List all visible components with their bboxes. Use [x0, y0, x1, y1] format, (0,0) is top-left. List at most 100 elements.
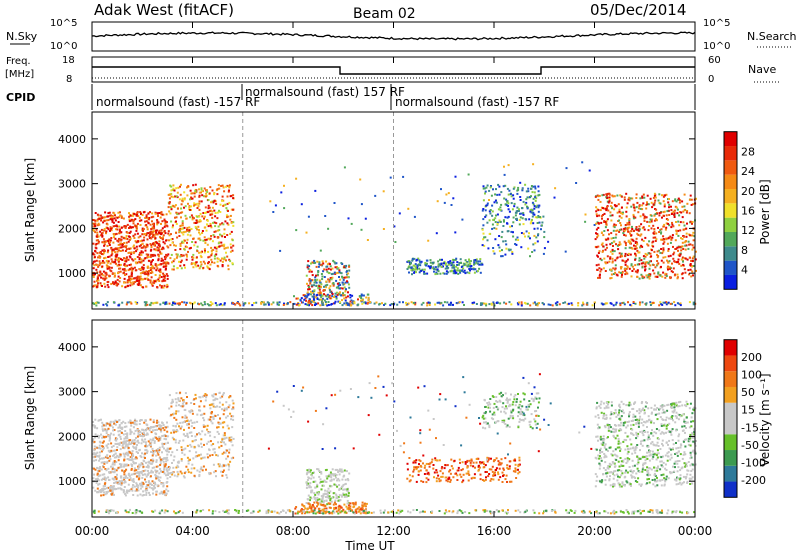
echo-cell: [150, 462, 153, 465]
echo-cell: [221, 474, 224, 477]
echo-cell: [94, 284, 97, 287]
echo-cell: [180, 203, 183, 206]
echo-cell: [123, 481, 126, 484]
echo-cell: [209, 213, 212, 216]
echo-cell: [659, 229, 662, 231]
echo-cell: [329, 499, 332, 502]
echo-cell: [506, 222, 508, 225]
echo-cell: [260, 301, 263, 304]
echo-cell: [641, 301, 644, 304]
echo-cell: [611, 214, 614, 217]
echo-cell: [670, 205, 672, 208]
echo-cell: [337, 471, 340, 473]
echo-cell: [205, 238, 208, 241]
echo-cell: [365, 296, 368, 299]
echo-cell: [146, 424, 149, 427]
echo-cell: [217, 242, 220, 245]
echo-cell: [213, 221, 216, 224]
echo-cell: [421, 268, 424, 271]
echo-cell: [637, 229, 640, 232]
echo-cell: [180, 448, 183, 451]
echo-cell: [231, 408, 234, 411]
echo-cell: [242, 304, 245, 307]
echo-cell: [172, 302, 175, 305]
echo-cell: [206, 223, 209, 226]
echo-cell: [230, 221, 233, 224]
echo-cell: [165, 221, 168, 224]
echo-cell: [688, 243, 691, 246]
echo-cell: [644, 263, 647, 265]
echo-cell: [125, 241, 128, 244]
echo-cell: [642, 214, 645, 217]
echo-cell: [209, 440, 212, 443]
echo-cell: [96, 219, 99, 222]
echo-cell: [147, 484, 150, 487]
echo-cell: [123, 269, 126, 272]
echo-cell: [183, 239, 186, 242]
echo-cell: [179, 427, 182, 430]
echo-cell: [689, 243, 692, 246]
echo-cell: [621, 273, 623, 276]
echo-cell: [115, 456, 118, 459]
echo-cell: [685, 235, 688, 238]
echo-cell: [134, 489, 137, 492]
echo-cell: [188, 431, 191, 434]
echo-cell: [156, 222, 159, 224]
echo-cell: [133, 244, 135, 247]
echo-cell: [116, 437, 119, 440]
echo-cell: [97, 239, 99, 242]
echo-cell: [603, 207, 606, 210]
echo-cell: [649, 197, 652, 200]
echo-cell: [185, 416, 188, 419]
echo-cell: [312, 292, 315, 295]
echo-cell: [149, 445, 152, 448]
echo-cell: [320, 488, 323, 491]
echo-cell: [165, 488, 168, 491]
echo-cell: [554, 302, 557, 305]
echo-cell: [162, 213, 165, 216]
echo-cell: [114, 449, 117, 452]
echo-cell: [532, 197, 535, 200]
echo-cell: [160, 458, 163, 461]
echo-cell: [176, 191, 179, 194]
echo-cell: [646, 194, 649, 197]
echo-cell: [577, 304, 580, 307]
echo-cell: [201, 215, 204, 218]
echo-cell: [667, 209, 670, 212]
echo-cell: [646, 261, 649, 264]
echo-cell: [146, 273, 148, 276]
echo-cell: [148, 427, 151, 429]
echo-cell: [165, 492, 168, 495]
echo-cell: [128, 478, 131, 481]
echo-cell: [343, 474, 346, 477]
echo-cell: [135, 423, 138, 426]
echo-cell: [514, 238, 517, 241]
echo-cell: [536, 302, 539, 305]
echo-cell: [158, 437, 161, 440]
echo-cell: [135, 475, 138, 478]
echo-cell: [132, 426, 135, 429]
echo-cell: [217, 426, 220, 429]
echo-cell: [595, 232, 597, 235]
echo-cell: [133, 266, 136, 269]
echo-cell: [694, 250, 697, 253]
echo-cell: [658, 249, 660, 252]
echo-cell: [322, 501, 325, 504]
echo-cell: [225, 457, 228, 460]
echo-cell: [516, 210, 519, 212]
echo-cell: [115, 461, 118, 463]
echo-cell: [324, 301, 327, 303]
echo-cell: [172, 224, 174, 227]
echo-cell: [164, 232, 167, 235]
echo-cell: [635, 193, 638, 196]
echo-cell: [223, 409, 226, 412]
echo-cell: [119, 466, 122, 469]
echo-cell: [315, 284, 318, 287]
echo-cell: [168, 468, 171, 471]
echo-cell: [145, 443, 147, 446]
echo-cell: [99, 230, 102, 233]
echo-cell: [671, 302, 673, 305]
echo-cell: [604, 226, 607, 229]
echo-cell: [166, 435, 169, 438]
echo-cell: [518, 219, 521, 221]
